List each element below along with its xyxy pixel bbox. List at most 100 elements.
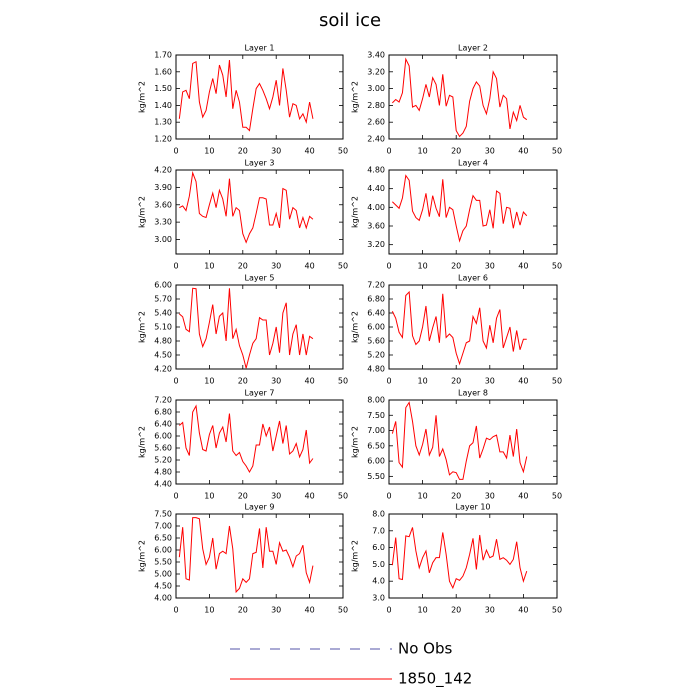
x-tick-label: 10 (204, 492, 214, 501)
plot-frame (388, 169, 558, 255)
data-line (392, 174, 528, 243)
x-tick-label: 40 (305, 606, 315, 615)
y-tick-label: 6.00 (154, 281, 172, 290)
y-tick-label: 7.20 (154, 396, 172, 405)
panel-title: Layer 6 (458, 274, 488, 283)
y-tick-label: 5.10 (154, 323, 172, 332)
y-tick-label: 6.80 (367, 295, 385, 304)
x-tick-label: 10 (418, 147, 428, 156)
panel-title: Layer 8 (458, 389, 488, 398)
y-tick-label: 1.20 (154, 135, 172, 144)
panel: Layer 10 kg/m^2 0 10 20 30 40 50 3.0 4.0 5.0 6.0 7.0… (351, 503, 563, 615)
data-line (391, 401, 528, 480)
y-tick-label: 6.40 (367, 309, 385, 318)
y-tick-label: 7.00 (367, 426, 385, 435)
y-tick-label: 8.00 (367, 396, 385, 405)
x-tick-label: 0 (173, 377, 178, 386)
panel-title: Layer 5 (245, 274, 275, 283)
panel-title: Layer 4 (458, 159, 488, 168)
x-tick-label: 20 (238, 492, 248, 501)
y-tick-label: 7.0 (372, 526, 385, 535)
y-tick-label: 6.80 (154, 408, 172, 417)
y-tick-label: 4.00 (154, 594, 172, 603)
y-tick-label: 2.80 (367, 101, 385, 110)
y-axis-label: kg/m^2 (138, 426, 147, 458)
y-axis-label: kg/m^2 (351, 81, 360, 113)
y-axis-label: kg/m^2 (138, 81, 147, 113)
x-tick-label: 30 (485, 377, 495, 386)
x-tick-label: 50 (338, 262, 348, 271)
plot-frame (388, 513, 558, 599)
x-tick-label: 0 (173, 606, 178, 615)
x-tick-label: 20 (238, 262, 248, 271)
panel: Layer 7 kg/m^2 0 10 20 30 40 50 4.40 4.80 5.20 5.60… (138, 389, 349, 501)
y-tick-label: 4.20 (154, 166, 172, 175)
x-tick-label: 40 (305, 377, 315, 386)
x-tick-label: 40 (518, 377, 528, 386)
x-tick-label: 50 (552, 262, 562, 271)
y-tick-label: 3.40 (367, 51, 385, 60)
y-axis-label: kg/m^2 (351, 540, 360, 572)
data-line (178, 517, 314, 594)
y-tick-label: 3.0 (372, 594, 385, 603)
x-tick-label: 10 (204, 377, 214, 386)
y-axis-label: kg/m^2 (351, 311, 360, 343)
y-tick-label: 6.00 (154, 432, 172, 441)
y-tick-label: 7.20 (367, 281, 385, 290)
y-axis-label: kg/m^2 (138, 540, 147, 572)
y-tick-label: 3.00 (367, 84, 385, 93)
plot-frame (175, 513, 344, 599)
x-tick-label: 50 (552, 147, 562, 156)
y-tick-label: 4.0 (372, 577, 385, 586)
legend-label: No Obs (398, 640, 452, 658)
y-tick-label: 4.80 (367, 365, 385, 374)
y-tick-label: 3.00 (154, 235, 172, 244)
x-tick-label: 20 (451, 377, 461, 386)
x-tick-label: 10 (418, 377, 428, 386)
plot-frame (175, 399, 344, 485)
y-tick-label: 5.00 (154, 570, 172, 579)
data-line (179, 287, 314, 369)
panel-title: Layer 9 (245, 503, 275, 512)
plot-frame (175, 169, 344, 255)
plot-frame (388, 284, 558, 370)
x-tick-label: 30 (485, 262, 495, 271)
panel-title: Layer 2 (458, 44, 488, 53)
y-axis-label: kg/m^2 (138, 196, 147, 228)
x-tick-label: 0 (386, 606, 391, 615)
y-tick-label: 7.50 (367, 411, 385, 420)
y-axis-label: kg/m^2 (138, 311, 147, 343)
plot-frame (175, 284, 344, 370)
x-tick-label: 40 (518, 606, 528, 615)
figure-title: soil ice (319, 10, 381, 31)
x-tick-label: 10 (204, 147, 214, 156)
panel-title: Layer 3 (245, 159, 275, 168)
x-tick-label: 50 (338, 606, 348, 615)
y-tick-label: 4.50 (154, 351, 172, 360)
panel: Layer 4 kg/m^2 0 10 20 30 40 50 3.20 3.60 4.00 4.40… (351, 159, 563, 271)
y-tick-label: 4.80 (367, 166, 385, 175)
x-tick-label: 30 (271, 377, 281, 386)
y-tick-label: 4.80 (154, 337, 172, 346)
panel: Layer 3 kg/m^2 0 10 20 30 40 50 3.00 3.30 3.60 3.90… (138, 159, 349, 271)
data-line (391, 290, 527, 366)
x-tick-label: 30 (271, 262, 281, 271)
y-tick-label: 5.60 (367, 337, 385, 346)
data-line (392, 57, 528, 138)
x-tick-label: 20 (451, 492, 461, 501)
x-tick-label: 10 (418, 262, 428, 271)
y-axis-label: kg/m^2 (351, 196, 360, 228)
x-tick-label: 50 (338, 377, 348, 386)
y-tick-label: 2.40 (367, 135, 385, 144)
y-tick-label: 1.50 (154, 84, 172, 93)
x-tick-label: 50 (552, 377, 562, 386)
y-tick-label: 1.70 (154, 51, 172, 60)
panel-title: Layer 7 (245, 389, 275, 398)
x-tick-label: 50 (338, 492, 348, 501)
plot-frame (175, 54, 344, 140)
y-tick-label: 3.60 (154, 200, 172, 209)
y-tick-label: 2.60 (367, 118, 385, 127)
x-tick-label: 10 (204, 606, 214, 615)
y-tick-label: 3.60 (367, 222, 385, 231)
